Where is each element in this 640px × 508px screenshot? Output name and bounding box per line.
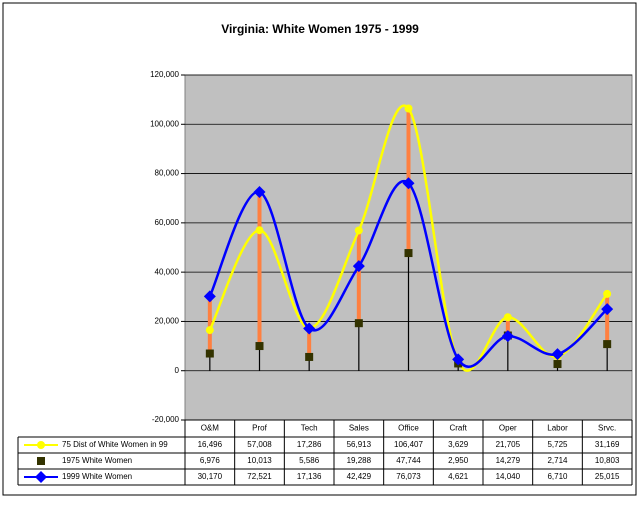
y-tick-label: 0 <box>175 366 180 375</box>
table-value: 14,040 <box>496 472 521 481</box>
marker <box>354 319 363 328</box>
table-value: 31,169 <box>595 440 620 449</box>
series-line <box>208 179 609 369</box>
table-value: 47,744 <box>396 456 421 465</box>
marker <box>205 349 214 358</box>
table-value: 6,710 <box>547 472 568 481</box>
x-tick-label: Srvc. <box>598 424 616 433</box>
marker <box>404 249 413 258</box>
y-tick-label: 60,000 <box>155 218 180 227</box>
marker <box>255 226 264 235</box>
table-value: 56,913 <box>347 440 372 449</box>
table-value: 16,496 <box>198 440 223 449</box>
table-value: 5,725 <box>547 440 568 449</box>
marker <box>205 326 214 335</box>
x-tick-label: Craft <box>449 424 467 433</box>
table-value: 21,705 <box>496 440 521 449</box>
marker <box>601 303 614 316</box>
y-tick-label: -20,000 <box>152 415 180 424</box>
table-value: 14,279 <box>496 456 521 465</box>
marker <box>253 186 266 199</box>
legend-marker <box>37 457 45 465</box>
table-value: 72,521 <box>247 472 272 481</box>
table-value: 57,008 <box>247 440 272 449</box>
legend-marker <box>35 471 47 483</box>
y-tick-label: 40,000 <box>155 267 180 276</box>
table-value: 17,136 <box>297 472 322 481</box>
legend-label: 1975 White Women <box>62 456 132 465</box>
legend-marker <box>37 441 45 449</box>
table-value: 19,288 <box>347 456 372 465</box>
marker <box>404 104 413 113</box>
marker <box>553 360 562 369</box>
x-tick-label: Tech <box>301 424 318 433</box>
y-tick-label: 20,000 <box>155 317 180 326</box>
table-value: 6,976 <box>200 456 221 465</box>
y-tick-label: 80,000 <box>155 169 180 178</box>
marker <box>352 260 365 273</box>
marker <box>551 348 564 361</box>
marker <box>354 226 363 235</box>
legend-label: 1999 White Women <box>62 472 132 481</box>
table-value: 76,073 <box>396 472 421 481</box>
table-value: 17,286 <box>297 440 322 449</box>
table-value: 106,407 <box>394 440 423 449</box>
y-tick-label: 100,000 <box>150 119 179 128</box>
table-value: 25,015 <box>595 472 620 481</box>
x-tick-label: Oper <box>499 424 517 433</box>
marker <box>501 330 514 343</box>
legend-label: 75 Dist of White Women in 99 <box>62 440 168 449</box>
marker <box>603 340 612 349</box>
x-tick-label: Prof <box>252 424 267 433</box>
table-value: 3,629 <box>448 440 469 449</box>
marker <box>203 290 216 303</box>
table-value: 5,586 <box>299 456 320 465</box>
table-value: 2,950 <box>448 456 469 465</box>
x-tick-label: Office <box>398 424 419 433</box>
table-value: 10,803 <box>595 456 620 465</box>
marker <box>303 322 316 335</box>
table-value: 10,013 <box>247 456 272 465</box>
marker <box>603 289 612 298</box>
table-value: 4,621 <box>448 472 469 481</box>
marker <box>503 313 512 322</box>
table-value: 42,429 <box>347 472 372 481</box>
marker <box>452 353 465 366</box>
marker <box>255 342 264 351</box>
marker <box>305 352 314 361</box>
chart-title: Virginia: White Women 1975 - 1999 <box>221 22 419 36</box>
x-tick-label: Labor <box>547 424 568 433</box>
table-value: 30,170 <box>198 472 223 481</box>
x-tick-label: Sales <box>349 424 369 433</box>
table-value: 2,714 <box>547 456 568 465</box>
x-tick-label: O&M <box>201 424 220 433</box>
y-tick-label: 120,000 <box>150 70 179 79</box>
marker <box>402 177 415 190</box>
